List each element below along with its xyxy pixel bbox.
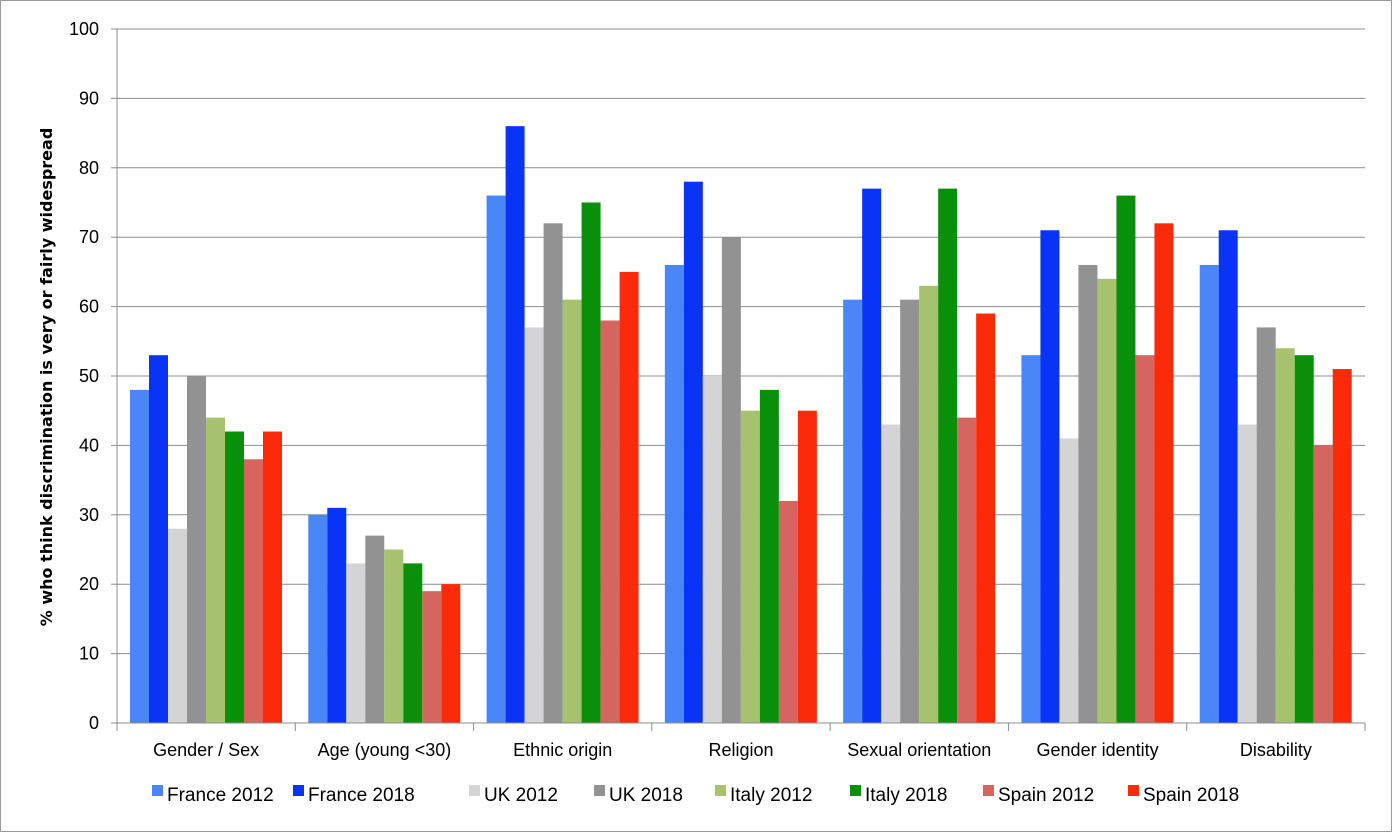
bar-france-2018 [327,507,347,723]
legend-label: UK 2012 [484,785,558,806]
bar-spain-2012 [957,417,977,723]
y-tick-labels: 0 10 20 30 40 50 60 70 80 90 100 [69,19,99,733]
bar-spain-2018 [441,584,461,723]
x-tick-label: Age (young <30) [318,740,452,760]
y-tick-label: 30 [79,505,99,525]
x-tick-label: Sexual orientation [847,740,991,760]
legend-swatch [469,785,480,796]
bar-italy-2018 [581,202,601,723]
bar-italy-2012 [1097,278,1117,723]
bar-france-2018 [1040,230,1060,723]
bar-spain-2018 [1332,369,1352,723]
bar-uk-2018 [365,535,385,723]
y-tick-label: 10 [79,644,99,664]
bar-france-2018 [1218,230,1238,723]
bar-spain-2012 [1313,445,1333,723]
y-tick-label: 100 [69,19,99,39]
bar-spain-2012 [422,591,442,723]
legend-label: France 2012 [167,785,274,806]
y-tick-label: 90 [79,88,99,108]
bar-uk-2018 [187,376,206,723]
bar-italy-2012 [562,299,582,723]
bar-france-2018 [505,126,525,723]
legend-label: Italy 2018 [865,785,947,806]
legend-swatch [1128,785,1139,796]
bars [130,126,1352,723]
legend-label: Spain 2012 [998,785,1094,806]
legend-label: Italy 2012 [730,785,812,806]
legend: France 2012 France 2018 UK 2012 UK 2018 Ital… [152,785,1239,806]
bar-uk-2018 [721,237,741,723]
bar-france-2012 [664,264,684,723]
bar-italy-2018 [225,431,244,723]
bar-spain-2012 [244,459,263,723]
bar-spain-2012 [778,500,798,723]
bar-spain-2018 [619,271,639,723]
legend-label: UK 2018 [609,785,683,806]
legend-swatch [850,785,861,796]
bar-france-2018 [149,355,168,723]
bar-uk-2018 [900,299,920,723]
bar-spain-2018 [976,313,996,723]
y-tick-label: 20 [79,574,99,594]
legend-swatch [983,785,994,796]
y-axis-label: % who think discrimination is very or fa… [37,128,56,627]
y-tick-label: 70 [79,227,99,247]
bar-spain-2012 [600,320,620,723]
bar-italy-2018 [759,389,779,723]
y-tick-label: 50 [79,366,99,386]
axes [111,28,1366,731]
bar-france-2012 [1021,355,1041,723]
bar-spain-2012 [1135,355,1155,723]
legend-swatch [715,785,726,796]
bar-france-2012 [308,514,328,723]
bar-france-2018 [683,181,703,723]
bar-france-2012 [486,195,506,723]
bar-uk-2018 [1256,327,1276,723]
bar-italy-2018 [1294,355,1314,723]
bar-uk-2012 [1059,438,1079,723]
legend-swatch [152,785,163,796]
legend-swatch [594,785,605,796]
x-tick-label: Gender identity [1037,740,1159,760]
y-tick-label: 60 [79,297,99,317]
legend-label: Spain 2018 [1143,785,1239,806]
bar-italy-2012 [1275,348,1295,723]
bar-uk-2018 [543,223,563,723]
x-tick-labels: Gender / Sex Age (young <30) Ethnic origin… [153,740,1312,760]
bar-spain-2018 [1154,223,1174,723]
bar-uk-2012 [524,327,544,723]
bar-italy-2018 [938,188,958,723]
bar-spain-2018 [797,410,817,723]
y-tick-label: 0 [89,713,99,733]
bar-italy-2012 [740,410,760,723]
x-tick-label: Religion [708,740,773,760]
bar-france-2012 [130,389,149,723]
x-tick-label: Ethnic origin [513,740,612,760]
bar-italy-2018 [403,563,423,723]
bar-spain-2018 [263,431,282,723]
bar-uk-2012 [702,376,722,723]
bar-uk-2012 [881,424,901,723]
x-tick-label: Disability [1240,740,1312,760]
bar-uk-2018 [1078,264,1098,723]
legend-swatch [293,785,304,796]
bar-italy-2012 [919,285,939,723]
y-tick-label: 80 [79,158,99,178]
x-tick-label: Gender / Sex [153,740,259,760]
y-tick-label: 40 [79,435,99,455]
bar-france-2012 [1199,264,1219,723]
bar-uk-2012 [346,563,366,723]
bar-italy-2012 [384,549,404,723]
bar-france-2018 [862,188,882,723]
bar-france-2012 [843,299,863,723]
bar-italy-2018 [1116,195,1136,723]
legend-label: France 2018 [308,785,415,806]
bar-italy-2012 [206,417,225,723]
bar-uk-2012 [168,528,187,723]
bar-uk-2012 [1237,424,1257,723]
